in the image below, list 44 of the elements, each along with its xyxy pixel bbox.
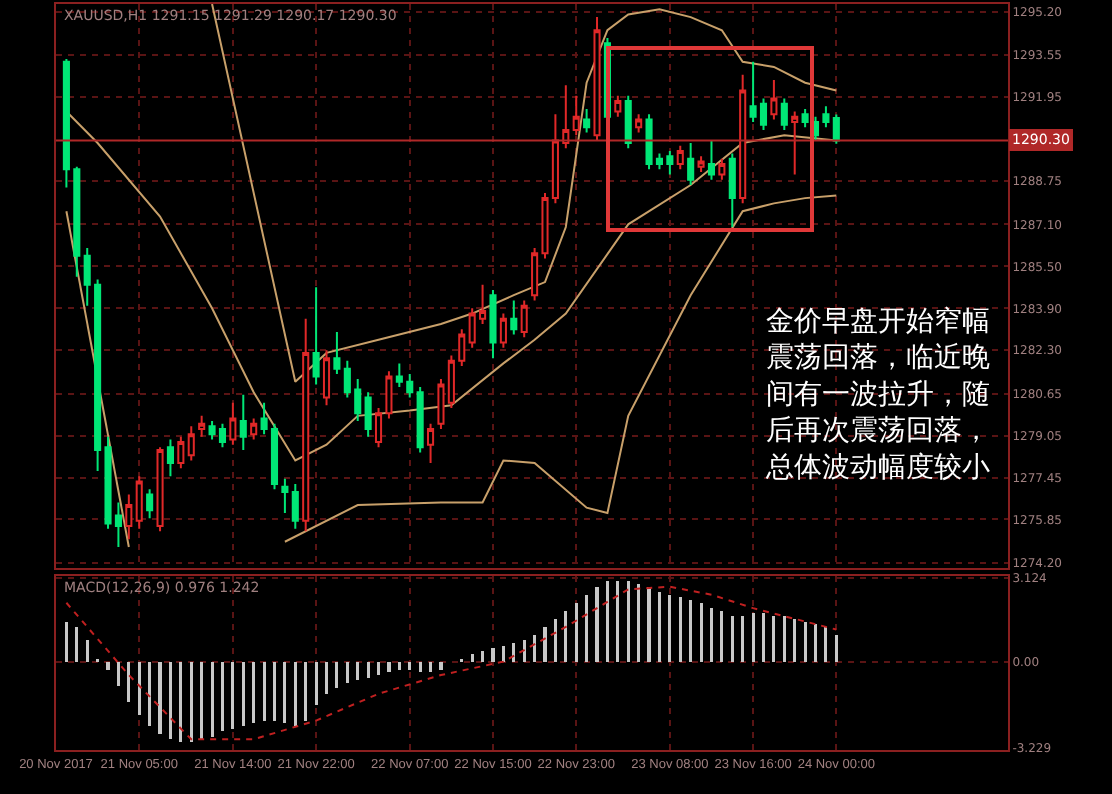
candlestick [427, 422, 435, 465]
candlestick [676, 144, 684, 171]
candlestick [801, 107, 809, 129]
candlestick [707, 139, 716, 181]
candlestick [697, 155, 705, 173]
candlestick [156, 446, 164, 533]
candlestick [499, 312, 507, 349]
candlestick [229, 401, 237, 446]
candlestick [614, 94, 622, 118]
candlestick [718, 157, 726, 181]
candlestick [635, 113, 643, 134]
candlestick [322, 349, 331, 407]
candlestick [520, 299, 528, 339]
candlestick [770, 79, 778, 121]
candlestick [624, 94, 632, 150]
candlestick [687, 142, 695, 186]
candlestick [239, 393, 247, 451]
candlestick [489, 288, 497, 360]
candlestick [198, 414, 206, 438]
candlestick [312, 286, 320, 386]
candlestick [250, 417, 258, 441]
candlestick [739, 73, 747, 205]
candlestick [177, 435, 185, 470]
annotation: 金价早盘开始窄幅震荡回落，临近晚间有一波拉升，随后再次震荡回落，总体波动幅度较小 [764, 306, 990, 484]
candlestick [166, 438, 174, 478]
candlestick [125, 493, 133, 541]
candlestick [728, 152, 736, 228]
candlestick [135, 475, 143, 530]
candlestick [146, 488, 154, 520]
candlestick [281, 477, 289, 514]
candlestick [510, 299, 518, 336]
candlestick [364, 391, 372, 438]
candlestick [291, 483, 299, 530]
line-series [65, 585, 838, 741]
candlestick [832, 113, 840, 145]
candlestick [187, 425, 195, 462]
candlestick [593, 16, 601, 142]
candlestick [780, 97, 788, 131]
candlestick [333, 330, 341, 375]
candlestick [791, 110, 799, 176]
candlestick [416, 386, 424, 454]
candlestick [302, 317, 310, 533]
candlestick [583, 107, 591, 134]
candlestick [572, 94, 580, 137]
